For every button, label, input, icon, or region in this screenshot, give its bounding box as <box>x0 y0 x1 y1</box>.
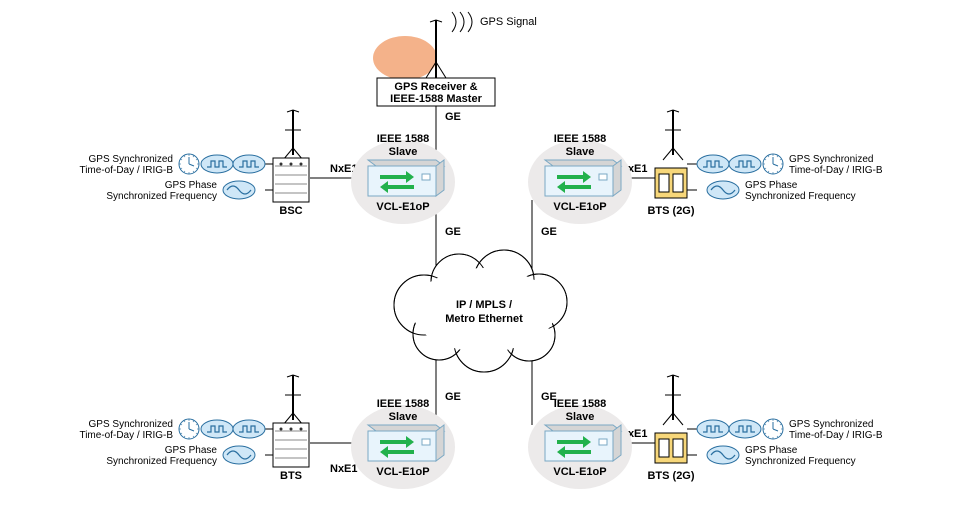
clock-label-2: Time-of-Day / IRIG-B <box>789 430 883 441</box>
svg-text:GPS Receiver &: GPS Receiver & <box>394 81 477 93</box>
label-ge: GE <box>445 111 461 123</box>
clock-label-1: GPS Synchronized <box>89 419 174 430</box>
wave-label-2: Synchronized Frequency <box>106 191 217 202</box>
label-ge: GE <box>541 226 557 238</box>
squarewave-icon <box>729 420 761 438</box>
vcl-subtitle: Slave <box>389 411 418 423</box>
vcl-name: VCL-E1oP <box>553 201 606 213</box>
vcl-subtitle: Slave <box>566 411 595 423</box>
clock-label-2: Time-of-Day / IRIG-B <box>789 165 883 176</box>
wave-label-2: Synchronized Frequency <box>106 456 217 467</box>
sun-icon <box>373 36 437 80</box>
wave-label-1: GPS Phase <box>165 445 218 456</box>
gps-signal-label: GPS Signal <box>480 16 537 28</box>
clock-label-1: GPS Synchronized <box>89 154 174 165</box>
clock-label-2: Time-of-Day / IRIG-B <box>79 165 173 176</box>
squarewave-icon <box>201 420 233 438</box>
clock-label-2: Time-of-Day / IRIG-B <box>79 430 173 441</box>
label-ge: GE <box>445 391 461 403</box>
squarewave-icon <box>697 420 729 438</box>
wave-label-2: Synchronized Frequency <box>745 191 856 202</box>
endpoint-label: BTS (2G) <box>647 470 694 482</box>
wave-label-1: GPS Phase <box>745 180 798 191</box>
vcl-name: VCL-E1oP <box>376 201 429 213</box>
clock-label-1: GPS Synchronized <box>789 419 874 430</box>
label-ge: GE <box>445 226 461 238</box>
vcl-title: IEEE 1588 <box>377 398 430 410</box>
svg-text:IP / MPLS /: IP / MPLS / <box>456 299 512 311</box>
svg-text:IEEE-1588 Master: IEEE-1588 Master <box>390 93 482 105</box>
squarewave-icon <box>729 155 761 173</box>
vcl-name: VCL-E1oP <box>553 466 606 478</box>
svg-text:Metro Ethernet: Metro Ethernet <box>445 313 523 325</box>
endpoint-label: BTS <box>280 470 302 482</box>
endpoint-label: BTS (2G) <box>647 205 694 217</box>
vcl-subtitle: Slave <box>566 146 595 158</box>
clock-label-1: GPS Synchronized <box>789 154 874 165</box>
squarewave-icon <box>201 155 233 173</box>
wave-label-2: Synchronized Frequency <box>745 456 856 467</box>
vcl-title: IEEE 1588 <box>554 133 607 145</box>
label-nxe1: NxE1 <box>330 463 358 475</box>
vcl-title: IEEE 1588 <box>377 133 430 145</box>
squarewave-icon <box>697 155 729 173</box>
vcl-subtitle: Slave <box>389 146 418 158</box>
endpoint-label: BSC <box>279 205 302 217</box>
squarewave-icon <box>233 155 265 173</box>
wave-label-1: GPS Phase <box>745 445 798 456</box>
squarewave-icon <box>233 420 265 438</box>
wave-label-1: GPS Phase <box>165 180 218 191</box>
vcl-title: IEEE 1588 <box>554 398 607 410</box>
vcl-name: VCL-E1oP <box>376 466 429 478</box>
